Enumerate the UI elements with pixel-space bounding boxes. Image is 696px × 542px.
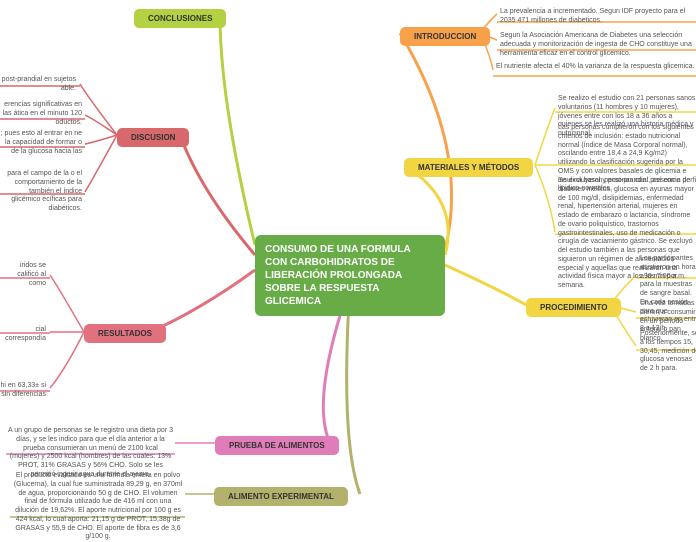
leaf-disc-4: para el campo de la o el comportamiento …: [0, 170, 82, 214]
leaf-res-1: hi en 63,33± si sin diferencias: [0, 382, 46, 400]
branch-conclusiones[interactable]: CONCLUSIONES: [134, 9, 226, 28]
branch-materiales[interactable]: MATERIALES Y MÉTODOS: [404, 158, 533, 177]
leaf-disc-2: erencias significativas en las ática en …: [0, 101, 82, 127]
leaf-disc-3: ; pues esto al entrar en ne la capacidad…: [0, 130, 82, 156]
leaf-res-2: cial correspondía: [0, 326, 46, 344]
branch-discusion[interactable]: DISCUSION: [117, 128, 189, 147]
branch-procedimiento[interactable]: PROCEDIMIENTO: [526, 298, 621, 317]
leaf-disc-1: post-prandial en sujetos able.: [0, 76, 76, 94]
branch-prueba[interactable]: PRUEBA DE ALIMENTOS: [215, 436, 339, 455]
leaf-alimento-1: El producto evaluado es una fórmula ente…: [12, 472, 184, 542]
leaf-intro-3: El nutriente afecta el 40% la varianza d…: [496, 63, 696, 72]
branch-alimento[interactable]: ALIMENTO EXPERIMENTAL: [214, 487, 348, 506]
center-topic[interactable]: CONSUMO DE UNA FORMULA CON CARBOHIDRATOS…: [255, 235, 445, 316]
branch-introduccion[interactable]: INTRODUCCION: [400, 27, 490, 46]
leaf-proc-3: Posteriormente, se a los tiempos 15, 30,…: [640, 330, 696, 374]
leaf-intro-1: La prevalencia a incrementado. Segun IDF…: [500, 8, 696, 26]
leaf-intro-2: Segun la Asociación Americana de Diabete…: [500, 32, 696, 58]
branch-resultados[interactable]: RESULTADOS: [84, 324, 166, 343]
leaf-res-3: iridos se calificó al como: [0, 262, 46, 288]
